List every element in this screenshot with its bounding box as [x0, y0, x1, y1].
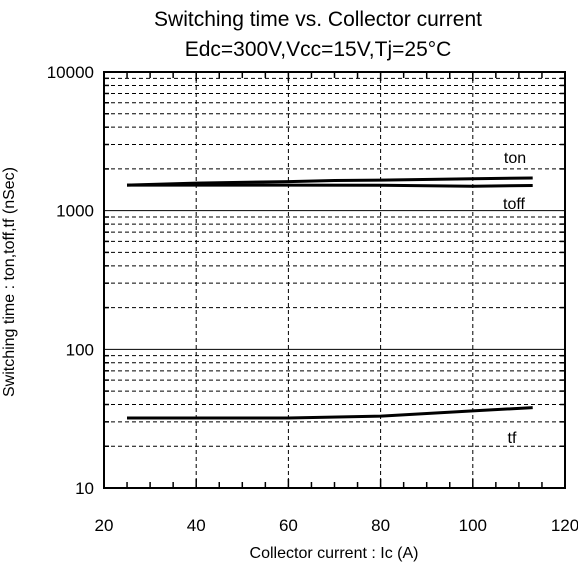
x-tick-label: 120	[551, 516, 578, 535]
x-tick-labels: 20 40 60 80 100 120	[95, 516, 578, 535]
y-tick-label: 1000	[56, 202, 94, 221]
x-tick-label: 100	[459, 516, 487, 535]
series-line-ton	[126, 176, 533, 187]
plot-frame	[103, 71, 566, 489]
x-tick-label: 40	[187, 516, 206, 535]
series-line-toff	[127, 183, 533, 188]
x-tick-label: 20	[95, 516, 114, 535]
series-label-ton: ton	[504, 150, 526, 167]
y-axis-label: Switching time : ton,toff,tf (nSec)	[1, 167, 18, 397]
grid-lines	[104, 72, 565, 488]
y-tick-label: 10000	[47, 63, 94, 82]
series-label-toff: toff	[503, 196, 526, 213]
tick-marks	[104, 72, 565, 488]
x-axis-label: Collector current : Ic (A)	[250, 545, 419, 562]
y-tick-labels: 10 100 1000 10000	[47, 63, 94, 498]
x-tick-label: 80	[371, 516, 390, 535]
y-tick-label: 10	[75, 479, 94, 498]
series-line-tf	[127, 406, 533, 420]
x-tick-label: 60	[279, 516, 298, 535]
chart-subtitle: Edc=300V,Vcc=15V,Tj=25°C	[185, 38, 452, 61]
series-label-tf: tf	[508, 430, 517, 447]
chart-title: Switching time vs. Collector current	[154, 8, 482, 31]
y-tick-label: 100	[66, 340, 94, 359]
series-lines	[126, 176, 533, 420]
